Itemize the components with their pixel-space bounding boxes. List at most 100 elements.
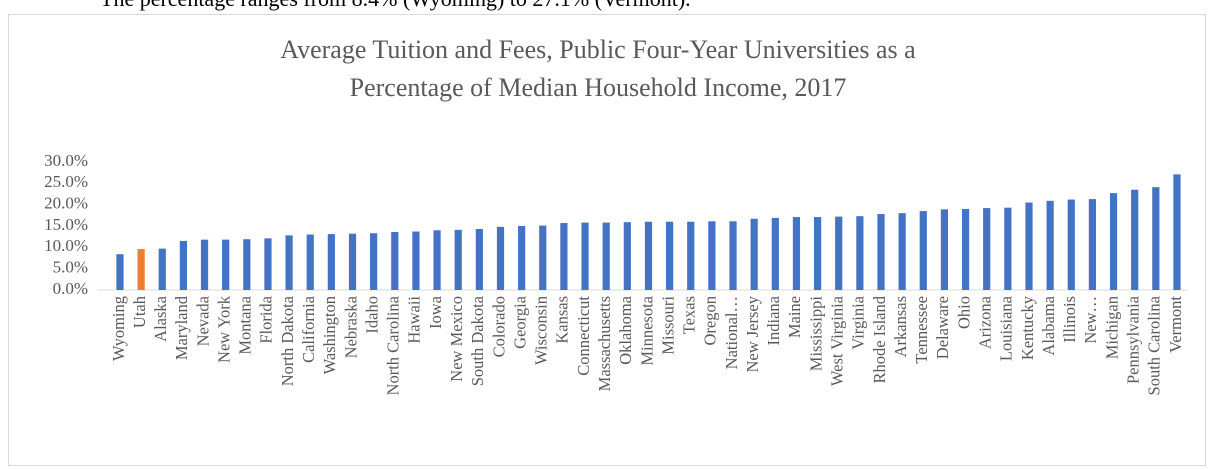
x-tick-label: Massachusetts [595,296,614,391]
bar [792,217,801,290]
bar [1067,199,1075,290]
bar [898,213,906,290]
y-tick-label: 25.0% [44,172,88,191]
x-tick-label: Alaska [151,295,170,341]
bar [961,208,970,290]
bar [327,234,335,290]
bar [666,221,674,290]
bar [835,216,843,290]
x-tick-label: New Mexico [447,296,466,382]
x-tick-label: Louisiana [997,295,1016,361]
bar [222,239,230,290]
x-tick-label: North Dakota [278,295,297,386]
bar [116,254,124,290]
x-tick-label: South Carolina [1145,295,1164,395]
bar [264,238,272,290]
bar [856,216,864,290]
bar [581,222,589,290]
bar [518,226,526,290]
bar [813,217,822,290]
x-tick-label: Delaware [933,296,952,359]
bar [158,248,166,290]
x-tick-label: Rhode Island [870,295,889,383]
x-tick-label: Texas [680,296,699,334]
y-tick-label: 5.0% [53,258,88,277]
bar [729,221,737,290]
x-tick-label: Georgia [510,295,529,349]
x-tick-label: West Virginia [828,295,847,386]
bar [412,231,420,290]
bar [623,222,631,290]
x-tick-label: Kentucky [1018,295,1037,360]
x-tick-label: Arkansas [891,296,910,357]
chart-title-line-1: Average Tuition and Fees, Public Four-Ye… [280,35,916,64]
bar [1025,202,1033,290]
bar [179,240,187,290]
x-tick-label: South Dakota [468,295,487,386]
x-tick-label: Missouri [658,296,677,355]
x-tick-label: Alabama [1039,295,1058,355]
x-tick-label: Nebraska [341,295,360,358]
x-tick-label: New Jersey [743,295,762,372]
bar [644,221,653,290]
x-tick-label: New York [214,295,233,363]
x-tick-label: Arizona [975,295,994,349]
bar [475,228,483,290]
x-tick-label: Wyoming [109,296,128,361]
bar [391,231,399,290]
bar [1109,193,1118,290]
bar [137,249,145,290]
bar [771,217,779,290]
y-tick-label: 30.0% [44,151,88,170]
x-tick-label: Oregon [701,296,720,345]
x-tick-label: Utah [130,295,149,328]
bar [200,239,209,290]
bar [687,221,695,290]
x-tick-label: Idaho [362,296,381,334]
x-tick-label: Iowa [426,295,445,329]
y-tick-label: 10.0% [44,236,88,255]
bar [1152,187,1160,290]
bar [1131,189,1139,290]
context-text: The percentage ranges from 8.4% (Wyoming… [100,0,691,11]
x-tick-label: Florida [257,295,276,343]
x-tick-label: Colorado [489,296,508,357]
x-tick-label: Tennessee [912,296,931,364]
x-tick-label: North Carolina [384,295,403,395]
x-tick-label: Illinois [1060,296,1079,343]
x-tick-label: Indiana [764,295,783,345]
bar [940,209,949,290]
bar [708,221,716,290]
y-tick-label: 20.0% [44,194,88,213]
bar [1173,174,1181,290]
bar [1046,200,1054,290]
bar [983,208,991,290]
y-tick-label: 15.0% [44,215,88,234]
x-tick-label: Ohio [954,296,973,329]
bar [285,235,293,290]
bar [370,233,378,290]
chart-title-line-2: Percentage of Median Household Income, 2… [350,73,847,102]
chart: Average Tuition and Fees, Public Four-Ye… [44,35,1188,395]
bar [877,214,885,290]
x-tick-label: Montana [236,295,255,354]
x-tick-label: Hawaii [405,296,424,344]
bar [454,229,462,290]
x-tick-label: Pennsylvania [1123,295,1142,384]
bar [750,218,758,290]
x-tick-label: Vermont [1166,296,1185,353]
x-tick-label: New… [1081,296,1100,344]
bar [602,222,610,290]
x-tick-label: Maine [785,296,804,338]
x-tick-label: Wisconsin [532,296,551,365]
bar [348,233,357,290]
x-tick-label: Maryland [172,295,191,360]
bar [1004,207,1012,290]
x-tick-label: Washington [320,296,339,374]
bar [433,230,441,290]
x-tick-label: Nevada [193,295,212,346]
bar [560,223,568,290]
x-tick-label: California [299,295,318,363]
bar [539,225,547,290]
